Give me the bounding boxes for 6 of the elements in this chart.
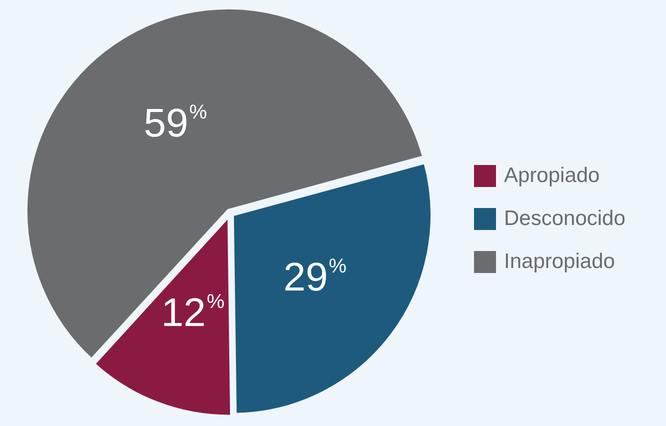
data-label: 29%	[283, 256, 347, 300]
data-label: 59%	[144, 102, 208, 146]
legend-label: Desconocido	[504, 206, 626, 230]
legend-label: Inapropiado	[504, 250, 615, 274]
data-label: 12%	[161, 290, 225, 335]
legend-label: Apropiado	[504, 164, 600, 188]
